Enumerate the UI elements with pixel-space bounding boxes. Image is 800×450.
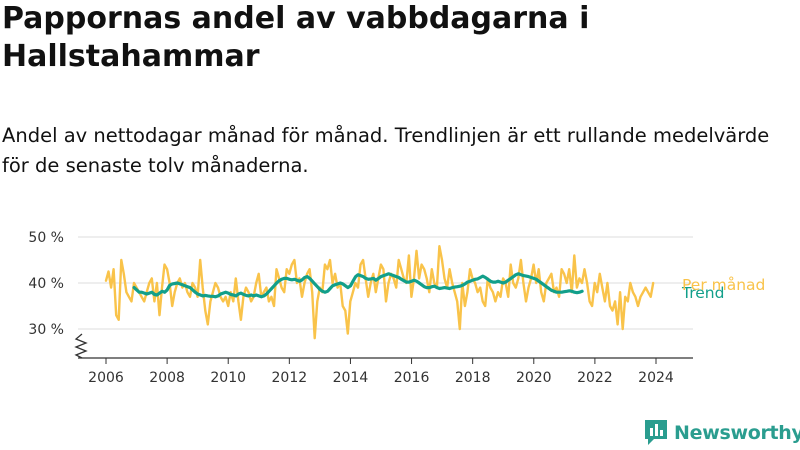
- x-tick-label: 2016: [394, 370, 430, 386]
- y-tick-label: 30 %: [28, 322, 64, 338]
- x-tick-label: 2024: [638, 370, 674, 386]
- y-axis-break-icon: [74, 333, 88, 359]
- x-tick-label: 2008: [149, 370, 185, 386]
- series-line-trend: [132, 272, 584, 299]
- y-tick-label: 50 %: [28, 230, 64, 246]
- x-tick-label: 2006: [88, 370, 124, 386]
- x-tick-label: 2010: [210, 370, 246, 386]
- series-label-trend: Trend: [681, 284, 724, 302]
- y-axis-ticks: 30 % 40 % 50 %: [28, 230, 64, 338]
- newsworthy-logo-icon: [645, 420, 667, 445]
- x-tick-label: 2014: [333, 370, 369, 386]
- series-lines: [104, 245, 655, 340]
- x-tick-label: 2020: [516, 370, 552, 386]
- x-tick-label: 2022: [577, 370, 613, 386]
- series-label-per-manad: Per månad: [682, 276, 765, 294]
- y-tick-label: 40 %: [28, 276, 64, 292]
- x-tick-label: 2018: [455, 370, 491, 386]
- line-chart: 30 % 40 % 50 % 2006 2008 2010 2012 2014 2016 201…: [28, 230, 765, 386]
- brand-name: Newsworthy: [674, 422, 800, 444]
- brand-logo: Newsworthy: [644, 418, 800, 448]
- x-tick-label: 2012: [272, 370, 308, 386]
- chart-subtitle: Andel av nettodagar månad för månad. Tre…: [2, 124, 770, 177]
- chart-title: Pappornas andel av vabbdagarna i Hallsta…: [2, 1, 590, 74]
- x-axis-ticks: 2006 2008 2010 2012 2014 2016 2018 2020 2022 2024: [88, 358, 674, 386]
